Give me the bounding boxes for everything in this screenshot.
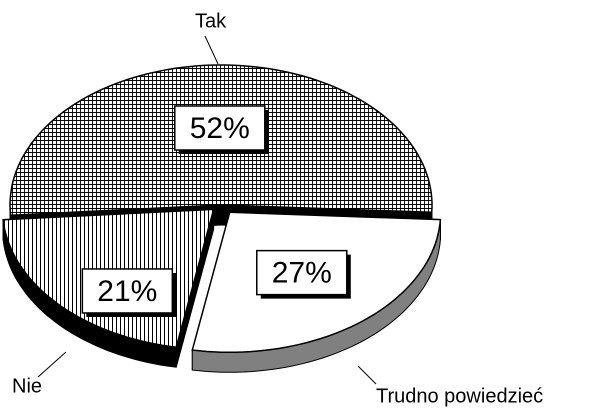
value-label-box bbox=[174, 105, 266, 151]
leader-line bbox=[204, 35, 219, 65]
value-label-box bbox=[81, 268, 174, 314]
category-label: Trudno powiedzieć bbox=[376, 385, 543, 407]
labels: 52% Tak 27% Trudno powiedzieć 21% Nie bbox=[12, 10, 543, 407]
value-label: 27% bbox=[272, 257, 332, 290]
value-label-box bbox=[256, 249, 348, 296]
value-label: 21% bbox=[97, 275, 157, 308]
category-label: Tak bbox=[195, 10, 227, 32]
leader-line bbox=[37, 351, 67, 378]
value-label: 52% bbox=[190, 112, 250, 145]
category-label: Nie bbox=[12, 375, 42, 397]
leader-line bbox=[357, 365, 377, 385]
